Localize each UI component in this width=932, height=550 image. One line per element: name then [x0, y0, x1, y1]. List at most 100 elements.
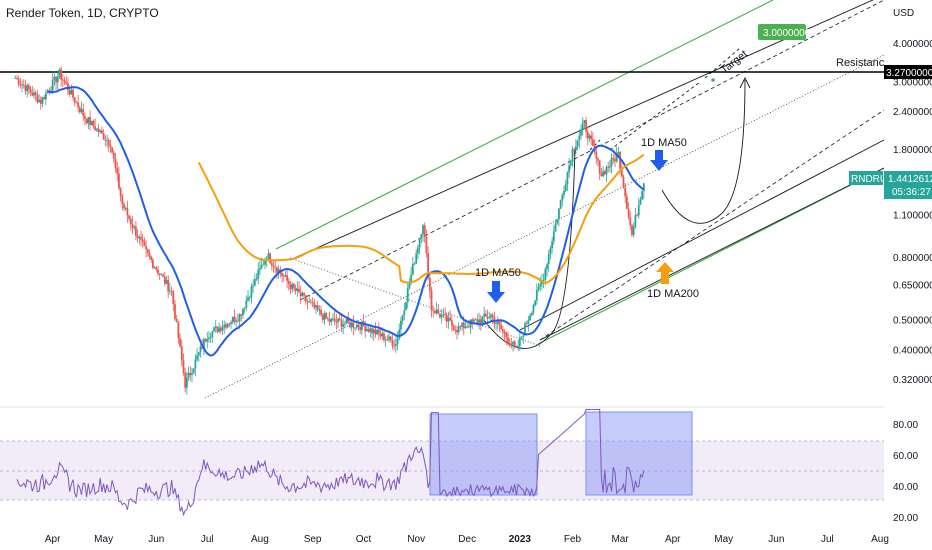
candle-body — [301, 292, 304, 296]
candle-body — [413, 263, 416, 265]
candle-body — [631, 225, 633, 235]
candle-body — [240, 314, 243, 316]
candle-body — [281, 272, 283, 276]
time-tick-label: Dec — [458, 534, 476, 545]
candle-body — [411, 263, 414, 275]
candle-body — [65, 82, 68, 84]
candle-body — [338, 318, 341, 321]
candle-body — [544, 268, 547, 281]
candle-body — [21, 84, 23, 86]
candle-body — [507, 337, 509, 343]
candle-body — [383, 333, 385, 341]
candle-body — [313, 302, 316, 308]
candle-body — [559, 200, 562, 209]
candle-body — [444, 314, 446, 315]
candle-body — [41, 97, 44, 104]
candle-body — [403, 310, 406, 315]
candle-body — [294, 287, 297, 291]
last-price-text: 1.4412612 — [888, 174, 932, 185]
candle-body — [639, 199, 642, 205]
candle-body — [150, 256, 153, 261]
candle-body — [179, 338, 181, 347]
time-tick-label: Jun — [768, 534, 784, 545]
candle-body — [417, 247, 419, 254]
candle-body — [442, 314, 445, 316]
candle-body — [272, 265, 275, 267]
candle-body — [337, 318, 339, 323]
candle-body — [36, 95, 39, 103]
rsi-pane — [0, 409, 884, 517]
candle-body — [247, 297, 249, 301]
candle-body — [63, 80, 66, 83]
candle-body — [496, 321, 499, 324]
candle-body — [204, 339, 207, 342]
rsi-tick-label: 20.00 — [893, 513, 918, 524]
candle-body — [374, 329, 377, 335]
candle-body — [172, 291, 175, 305]
candle-body — [68, 90, 71, 95]
candle-body — [607, 167, 610, 168]
candle-body — [284, 275, 287, 277]
candle-body — [228, 323, 231, 325]
candle-body — [488, 317, 491, 319]
candle-body — [27, 85, 30, 90]
candle-body — [260, 264, 263, 268]
candle-body — [634, 215, 637, 228]
candle-body — [182, 360, 185, 373]
candle-body — [201, 346, 204, 349]
candle-body — [483, 313, 486, 317]
candle-body — [605, 167, 608, 175]
candle-body — [389, 336, 392, 341]
ma200-arrow-icon — [656, 262, 674, 284]
candle-body — [155, 267, 158, 270]
candle-body — [109, 145, 112, 148]
candle-body — [58, 69, 61, 77]
price-tick-label: 0.3200000 — [893, 375, 932, 386]
candle-body — [99, 130, 102, 133]
time-tick-label: Apr — [665, 534, 681, 545]
candle-body — [474, 319, 477, 321]
candle-body — [51, 79, 54, 91]
candle-body — [39, 99, 42, 104]
candle-body — [430, 290, 433, 311]
candle-body — [153, 267, 156, 269]
time-tick-label: Apr — [45, 534, 61, 545]
target-price-tag: 3.0000000 — [758, 24, 811, 40]
candle-body — [250, 286, 253, 298]
candle-body — [476, 319, 479, 323]
candle-body — [194, 359, 197, 369]
candle-body — [221, 327, 224, 331]
candle-body — [495, 323, 497, 325]
candle-body — [425, 237, 428, 254]
candle-body — [92, 120, 95, 127]
candle-body — [563, 190, 565, 195]
time-axis[interactable]: Apr May Jun Jul Aug Sep Oct Nov Dec 2023 Feb Mar Apr… — [45, 534, 889, 545]
candle-body — [274, 266, 277, 268]
candle-body — [620, 168, 623, 177]
candle-body — [208, 337, 210, 339]
candle-body — [384, 339, 387, 341]
candle-body — [612, 157, 615, 160]
candle-body — [238, 314, 241, 322]
candle-body — [242, 308, 244, 316]
candle-body — [87, 117, 90, 124]
candle-body — [554, 223, 557, 232]
candle-body — [158, 273, 161, 275]
candle-body — [632, 227, 635, 235]
candle-body — [422, 225, 424, 234]
candle-body — [202, 339, 205, 349]
candle-body — [225, 324, 227, 328]
candle-body — [306, 301, 309, 302]
candle-body — [248, 297, 251, 299]
time-tick-label: Jun — [148, 534, 164, 545]
candle-body — [637, 204, 640, 216]
candle-body — [231, 316, 234, 323]
candle-body — [610, 157, 613, 167]
target-projection — [589, 81, 701, 151]
candle-body — [44, 93, 47, 100]
